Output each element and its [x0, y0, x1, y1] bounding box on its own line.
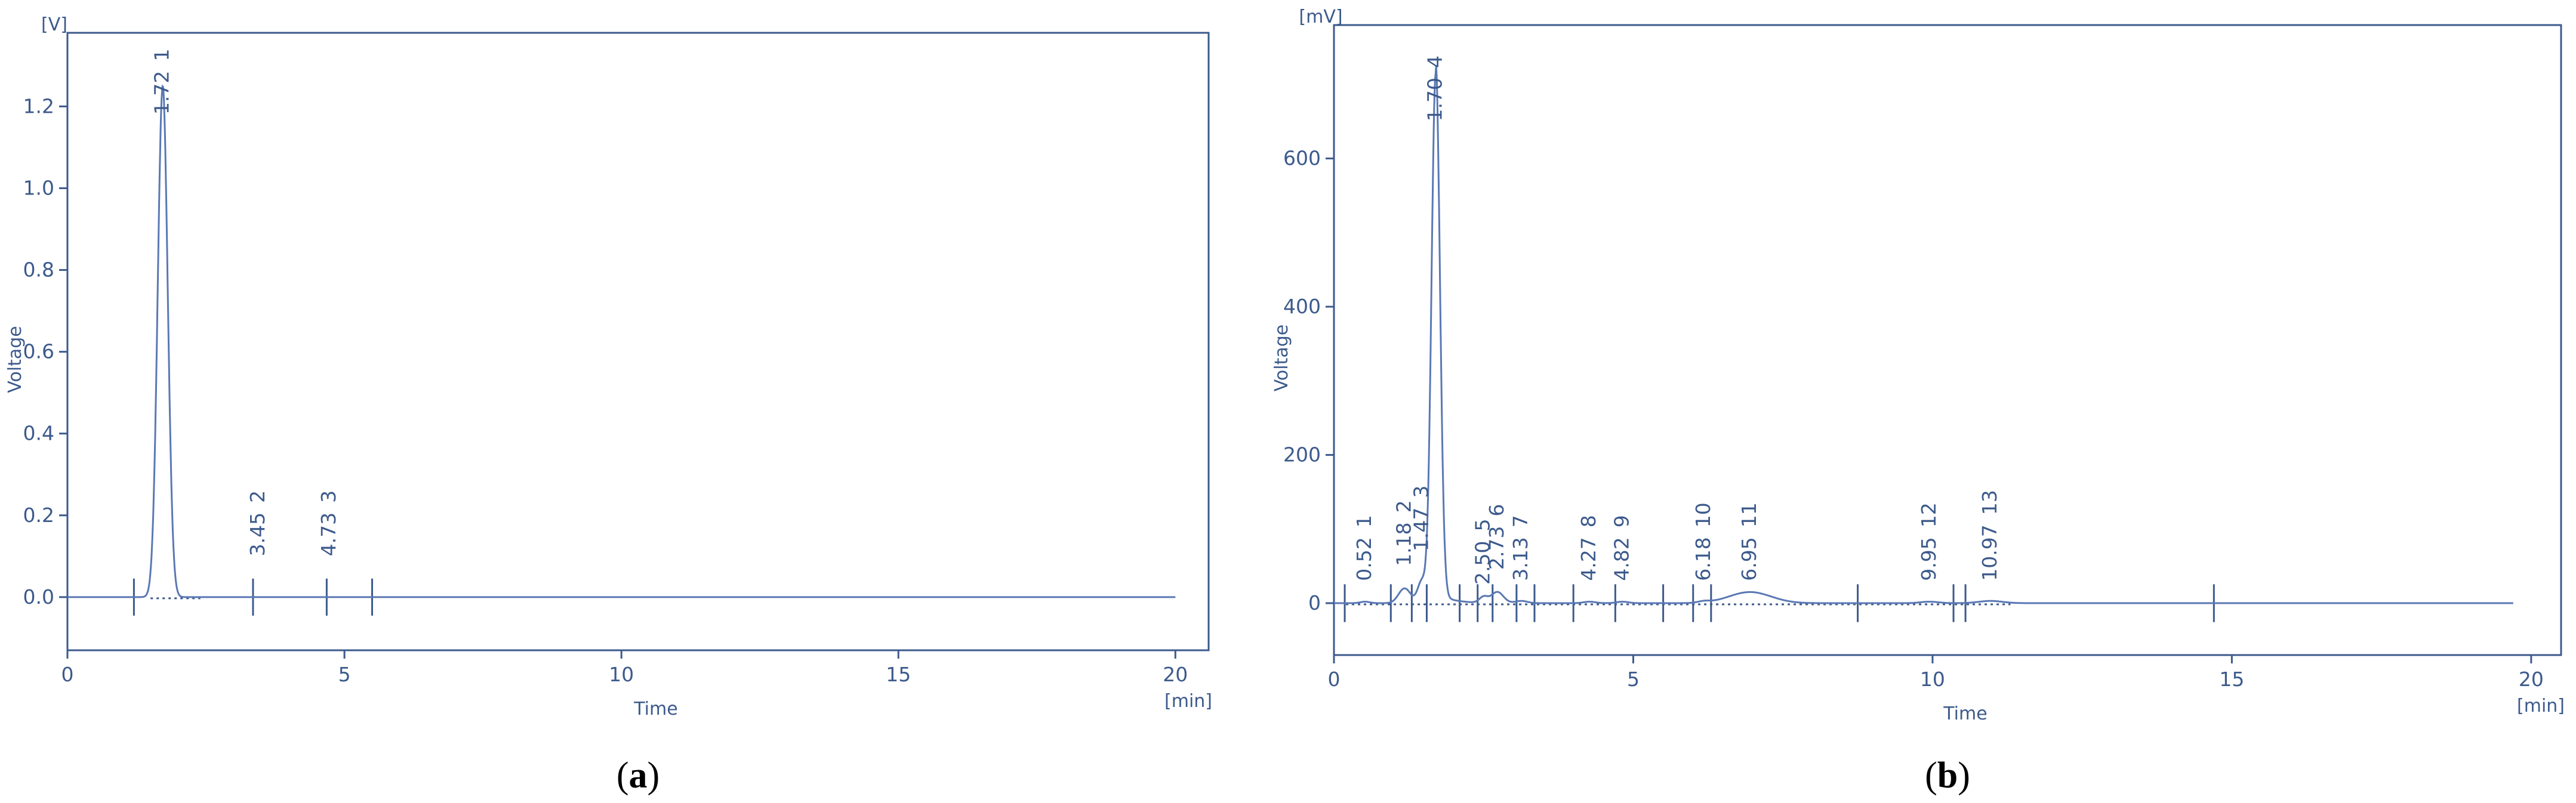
- peak-label: 2.73 6: [1485, 504, 1508, 570]
- peak-id: 4: [1423, 55, 1446, 68]
- peak-id: 5: [1471, 518, 1495, 531]
- peak-id: 3: [317, 490, 340, 503]
- peak-time: 1.18: [1392, 522, 1415, 566]
- peak-label: 6.95 11: [1737, 502, 1761, 580]
- peak-label: 1.72 1: [150, 49, 174, 115]
- peak-time: 4.82: [1610, 537, 1633, 580]
- plot-frame: [66, 32, 1210, 651]
- peak-time: 9.95: [1917, 537, 1940, 580]
- panel-caption: (b): [1925, 755, 1970, 796]
- peak-label: 6.18 10: [1691, 502, 1715, 580]
- peak-id: 2: [1392, 500, 1415, 512]
- x-tick-label: 0: [61, 663, 74, 686]
- y-tick-label: 600: [1283, 147, 1321, 170]
- x-tick-label: 0: [1328, 668, 1341, 691]
- peak-label: 10.97 13: [1978, 490, 2001, 580]
- peak-time: 1.70: [1423, 78, 1446, 121]
- peak-label: 4.82 9: [1610, 515, 1633, 580]
- x-tick-label: 15: [886, 663, 911, 686]
- peak-time: 4.73: [317, 512, 340, 556]
- chromatogram-panel-a: 0 5 10 15 20 0.0 0.2 0.4 0.6 0.8 1.0 1.2 [V] [min] Tim…: [5, 14, 1212, 796]
- peak-time: 3.45: [246, 512, 269, 556]
- peak-id: 2: [246, 490, 269, 503]
- peak-id: 1: [1352, 515, 1376, 527]
- x-tick-label: 15: [2219, 668, 2244, 691]
- signal-trace: [1334, 66, 2513, 604]
- peak-id: 13: [1978, 490, 2001, 515]
- x-tick-label: 20: [1163, 663, 1188, 686]
- x-tick-label: 10: [609, 663, 634, 686]
- peak-id: 3: [1409, 486, 1432, 498]
- y-unit-label: [V]: [41, 14, 67, 35]
- signal-trace: [67, 84, 1176, 598]
- peak-time: 2.73: [1485, 526, 1508, 570]
- peak-time: 4.27: [1577, 537, 1600, 580]
- peak-time: 3.13: [1509, 537, 1532, 580]
- x-unit-label: [min]: [1164, 691, 1212, 712]
- peak-id: 1: [150, 49, 174, 61]
- panel-letter: a: [629, 755, 648, 796]
- peak-id: 10: [1691, 502, 1715, 527]
- peak-time: 10.97: [1978, 524, 2001, 580]
- x-tick-label: 20: [2519, 668, 2544, 691]
- y-unit-label: [mV]: [1299, 7, 1342, 27]
- y-tick-label: 0.8: [23, 258, 54, 282]
- x-unit-label: [min]: [2517, 696, 2565, 716]
- peak-label: 1.18 2: [1392, 500, 1415, 566]
- peak-label: 3.45 2: [246, 490, 269, 556]
- y-tick-label: 0.6: [23, 340, 54, 363]
- panel-caption: (a): [617, 755, 660, 796]
- x-axis-label: Time: [1943, 703, 1987, 724]
- y-tick-label: 0.4: [23, 422, 54, 445]
- y-tick-label: 1.0: [23, 176, 54, 199]
- y-tick-label: 200: [1283, 443, 1321, 467]
- peak-id: 6: [1485, 504, 1508, 517]
- x-tick-label: 5: [1627, 668, 1640, 691]
- peak-id: 11: [1737, 502, 1761, 527]
- peak-time: 0.52: [1352, 537, 1376, 580]
- peak-id: 8: [1577, 515, 1600, 527]
- panel-letter: b: [1937, 755, 1958, 796]
- x-axis-label: Time: [633, 699, 677, 719]
- y-tick-label: 0: [1308, 591, 1321, 614]
- peak-label: 0.52 1: [1352, 515, 1376, 580]
- peak-id: 12: [1917, 502, 1940, 527]
- peak-label: 4.73 3: [317, 490, 340, 556]
- peak-time: 6.18: [1691, 537, 1715, 580]
- peak-time: 2.50: [1471, 541, 1495, 584]
- peak-label: 3.13 7: [1509, 515, 1532, 580]
- x-tick-label: 10: [1920, 668, 1945, 691]
- y-axis-label: Voltage: [1271, 325, 1292, 392]
- peak-id: 7: [1509, 515, 1532, 527]
- y-tick-label: 400: [1283, 295, 1321, 318]
- y-tick-label: 0.0: [23, 585, 54, 609]
- peak-time: 1.72: [150, 71, 174, 115]
- y-tick-label: 0.2: [23, 504, 54, 527]
- x-tick-label: 5: [338, 663, 351, 686]
- y-axis-label: Voltage: [5, 326, 26, 393]
- y-tick-label: 1.2: [23, 94, 54, 118]
- peak-label: 9.95 12: [1917, 502, 1940, 580]
- peak-label: 2.50 5: [1471, 518, 1495, 584]
- peak-id: 9: [1610, 515, 1633, 527]
- peak-label: 4.27 8: [1577, 515, 1600, 580]
- plot-frame: [1333, 24, 2562, 656]
- peak-label: 1.47 3: [1409, 486, 1432, 551]
- peak-time: 1.47: [1409, 508, 1432, 551]
- peak-time: 6.95: [1737, 537, 1761, 580]
- peak-label: 1.70 4: [1423, 55, 1446, 121]
- chromatogram-panel-b: 0 5 10 15 200200400600[mV][min]TimeVoltage0.…: [1271, 7, 2565, 796]
